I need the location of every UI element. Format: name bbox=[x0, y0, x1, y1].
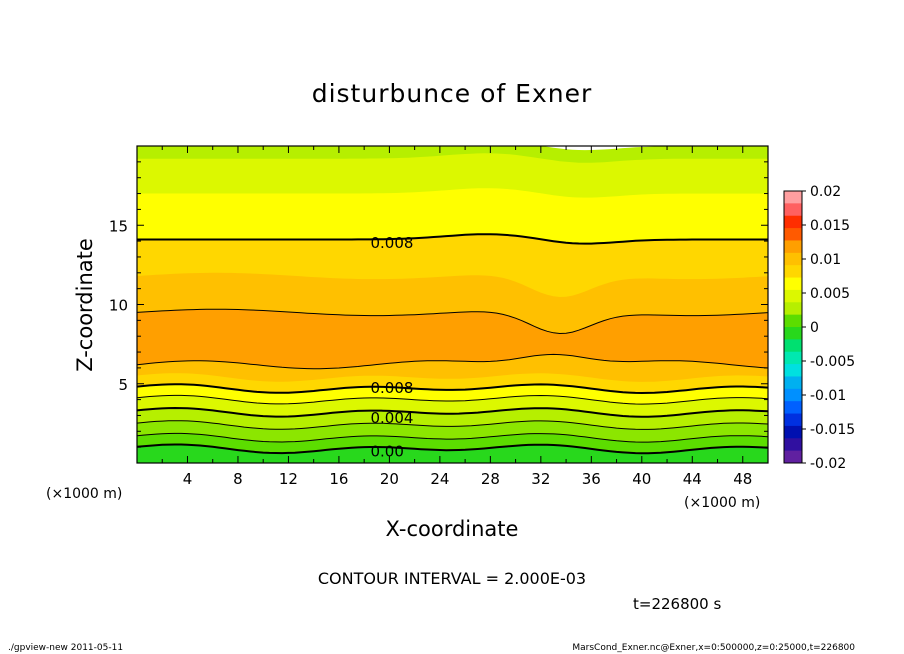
colorbar-tick-label: 0.015 bbox=[810, 218, 850, 234]
colorbar-segment bbox=[784, 277, 802, 291]
colorbar-tick-label: -0.02 bbox=[810, 456, 846, 472]
x-tick-label: 28 bbox=[481, 470, 500, 488]
x-tick-label: 24 bbox=[430, 470, 449, 488]
contour-line-7 bbox=[137, 432, 768, 443]
colorbar-tick-label: 0.005 bbox=[810, 286, 850, 302]
colorbar-segment bbox=[784, 289, 802, 303]
colorbar-tick-label: -0.015 bbox=[810, 422, 855, 438]
x-tick-label: 20 bbox=[380, 470, 399, 488]
contour-label-1: 0.008 bbox=[370, 379, 413, 397]
colorbar-segment bbox=[784, 314, 802, 328]
y-axis-label: Z-coordinate bbox=[73, 238, 97, 372]
x-tick-label: 44 bbox=[683, 470, 702, 488]
contour-line-2 bbox=[137, 353, 768, 370]
x-tick-label: 12 bbox=[279, 470, 298, 488]
colorbar-tick-label: 0 bbox=[810, 320, 819, 336]
colorbar-segment bbox=[784, 401, 802, 415]
x-unit-left: (×1000 m) bbox=[46, 486, 122, 502]
footer-left: ./gpview-new 2011-05-11 bbox=[8, 643, 123, 653]
contour-band-13 bbox=[137, 444, 768, 463]
colorbar bbox=[784, 191, 802, 464]
contour-labels: 0.008 0.008 0.004 0.00 bbox=[370, 234, 413, 460]
footer-right: MarsCond_Exner.nc@Exner,x=0:500000,z=0:2… bbox=[572, 643, 855, 653]
colorbar-segment bbox=[784, 425, 802, 439]
colorbar-segment bbox=[784, 351, 802, 365]
x-tick-label: 32 bbox=[531, 470, 550, 488]
contour-line-4 bbox=[137, 394, 768, 405]
contour-line-0 bbox=[137, 233, 768, 245]
x-tick-label: 36 bbox=[582, 470, 601, 488]
x-tick-label: 4 bbox=[183, 470, 193, 488]
x-tick-label: 40 bbox=[632, 470, 651, 488]
colorbar-segment bbox=[784, 252, 802, 266]
colorbar-segment bbox=[784, 240, 802, 254]
y-tick-label: 5 bbox=[118, 376, 128, 394]
contour-line-1 bbox=[137, 308, 768, 335]
colorbar-labels: 0.02 0.015 0.01 0.005 0 -0.005 -0.01 -0.015 -0.0… bbox=[802, 184, 855, 472]
contour-label-0: 0.008 bbox=[370, 234, 413, 252]
colorbar-segment bbox=[784, 302, 802, 316]
contour-interval: CONTOUR INTERVAL = 2.000E-03 bbox=[318, 569, 586, 588]
plot-area: 0.008 0.008 0.004 0.00 bbox=[137, 146, 768, 463]
chart-title: disturbunce of Exner bbox=[312, 79, 593, 108]
colorbar-segment bbox=[784, 191, 802, 204]
y-axis: 5 10 15 bbox=[109, 161, 768, 448]
colorbar-segment bbox=[784, 215, 802, 229]
colorbar-tick-label: -0.01 bbox=[810, 388, 846, 404]
x-tick-label: 8 bbox=[233, 470, 243, 488]
x-axis: 4 8 12 16 20 24 28 32 36 40 44 48 bbox=[161, 146, 752, 488]
filled-contour-bands bbox=[137, 146, 768, 463]
contour-lines bbox=[137, 233, 768, 455]
colorbar-segment bbox=[784, 228, 802, 241]
contour-line-3 bbox=[137, 383, 768, 395]
colorbar-tick-label: 0.01 bbox=[810, 252, 841, 268]
colorbar-segment bbox=[784, 339, 802, 353]
colorbar-segment bbox=[784, 364, 802, 377]
contour-line-6 bbox=[137, 420, 768, 430]
contour-label-2: 0.004 bbox=[370, 409, 413, 427]
y-tick-label: 10 bbox=[109, 297, 128, 315]
colorbar-segment bbox=[784, 413, 802, 427]
colorbar-segment bbox=[784, 203, 802, 217]
x-tick-label: 16 bbox=[329, 470, 348, 488]
contour-line-8 bbox=[137, 443, 768, 455]
colorbar-tick-label: -0.005 bbox=[810, 354, 855, 370]
contour-label-3: 0.00 bbox=[370, 442, 403, 460]
y-tick-label: 15 bbox=[109, 217, 128, 235]
colorbar-segment bbox=[784, 450, 802, 464]
time-label: t=226800 s bbox=[633, 595, 721, 613]
x-tick-label: 48 bbox=[733, 470, 752, 488]
x-unit-right: (×1000 m) bbox=[684, 495, 760, 511]
colorbar-segment bbox=[784, 438, 802, 452]
colorbar-segment bbox=[784, 376, 802, 390]
colorbar-tick-label: 0.02 bbox=[810, 184, 841, 200]
x-axis-label: X-coordinate bbox=[386, 517, 519, 541]
contour-line-5 bbox=[137, 406, 768, 418]
colorbar-segment bbox=[784, 265, 802, 279]
colorbar-segment bbox=[784, 388, 802, 402]
colorbar-segment bbox=[784, 327, 802, 340]
